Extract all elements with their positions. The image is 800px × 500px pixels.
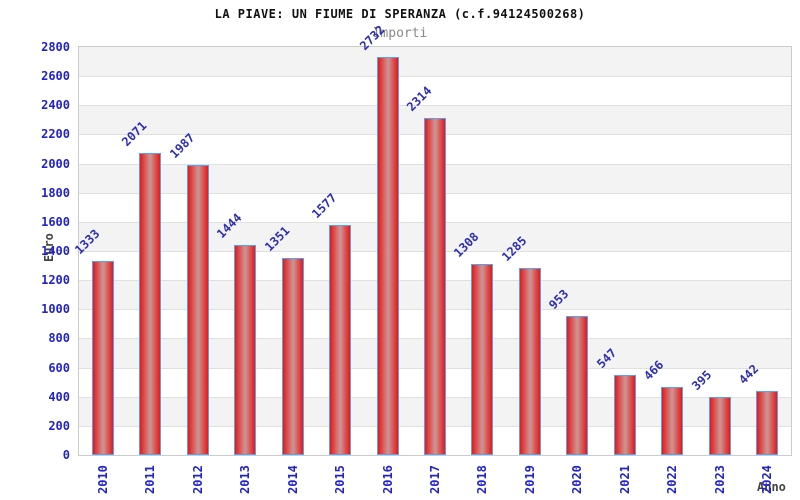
x-tick-label: 2019 — [522, 465, 537, 494]
x-tick-label: 2021 — [617, 465, 632, 494]
x-tick-label: 2022 — [665, 465, 680, 494]
x-tick-label: 2013 — [238, 465, 253, 494]
x-tick-label: 2016 — [380, 465, 395, 494]
bar — [234, 245, 256, 455]
bar — [661, 387, 683, 455]
chart-subtitle: Importi — [372, 26, 428, 41]
x-tick-label: 2024 — [760, 465, 775, 494]
x-tick-label: 2017 — [428, 465, 442, 494]
bar — [329, 225, 351, 455]
x-tick-label: 2014 — [285, 465, 300, 494]
chart-title: LA PIAVE: UN FIUME DI SPERANZA (c.f.9412… — [214, 7, 586, 21]
plot-band — [79, 47, 791, 77]
bar — [471, 264, 493, 455]
y-tick-label: 1200 — [41, 273, 70, 288]
gridline — [79, 105, 791, 107]
x-axis-label: Anno — [757, 480, 786, 494]
x-tick-label: 2020 — [570, 465, 585, 494]
y-tick-label: 1800 — [41, 185, 70, 200]
x-tick-label: 2011 — [143, 465, 158, 494]
y-tick-label: 0 — [62, 448, 70, 462]
plot-area — [78, 46, 792, 456]
y-tick-label: 2800 — [41, 40, 70, 54]
y-tick-label: 2000 — [41, 156, 70, 171]
y-tick-label: 200 — [48, 418, 70, 433]
y-tick-label: 2600 — [41, 69, 70, 84]
x-tick-label: 2023 — [712, 465, 727, 494]
x-tick-label: 2010 — [95, 465, 110, 494]
y-tick-label: 800 — [48, 331, 70, 346]
y-tick-label: 1400 — [41, 244, 70, 258]
x-tick-label: 2015 — [333, 465, 348, 494]
bar — [282, 258, 304, 455]
bar — [139, 153, 161, 455]
bar — [566, 316, 588, 455]
y-tick-label: 600 — [48, 360, 70, 375]
x-tick-label: 2012 — [190, 465, 205, 494]
bar — [709, 397, 731, 455]
bar — [187, 165, 209, 455]
y-tick-label: 1600 — [41, 214, 70, 229]
bar — [92, 261, 114, 455]
plot-band — [79, 76, 791, 106]
bar — [519, 268, 541, 455]
gridline — [79, 76, 791, 78]
bar — [424, 118, 446, 455]
y-tick-label: 1000 — [41, 302, 70, 317]
y-tick-label: 400 — [48, 389, 70, 404]
y-tick-label: 2200 — [41, 127, 70, 142]
bar — [614, 375, 636, 455]
bar — [756, 391, 778, 455]
x-tick-label: 2018 — [475, 465, 490, 494]
bar — [377, 57, 399, 455]
y-tick-label: 2400 — [41, 98, 70, 113]
